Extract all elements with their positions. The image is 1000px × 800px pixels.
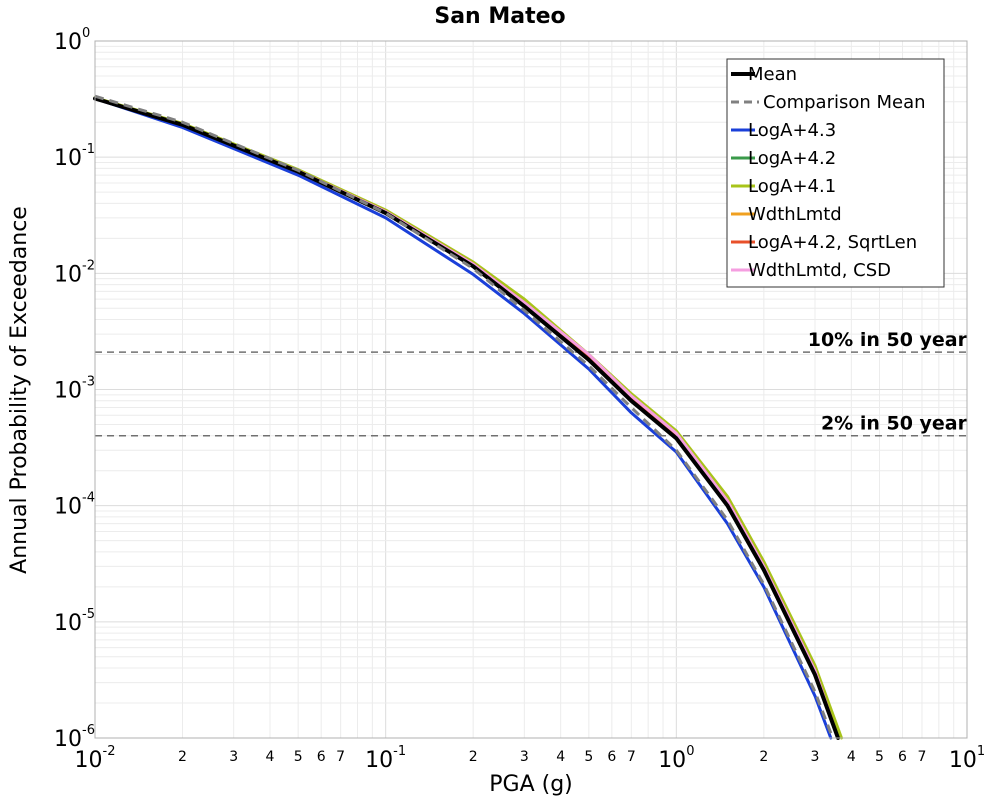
x-tick-label: 101 — [949, 744, 985, 773]
plot-frame — [94, 40, 968, 739]
x-axis-label: PGA (g) — [489, 772, 573, 797]
x-minor-tick-label: 7 — [627, 749, 636, 765]
chart-title: San Mateo — [434, 4, 565, 29]
reference-line-label: 10% in 50 year — [808, 329, 968, 351]
x-minor-tick-label: 4 — [847, 749, 856, 765]
x-minor-tick-label: 2 — [469, 749, 478, 765]
series-line — [94, 94, 835, 739]
x-minor-tick-label: 4 — [556, 749, 565, 765]
y-tick-label: 10-2 — [54, 258, 95, 287]
x-minor-tick-label: 6 — [607, 749, 616, 765]
x-minor-tick-label: 3 — [520, 749, 529, 765]
reference-line-label: 2% in 50 year — [821, 413, 968, 435]
x-minor-tick-label: 6 — [898, 749, 907, 765]
series-line — [93, 97, 833, 740]
legend-box — [726, 58, 945, 288]
x-tick-label: 100 — [658, 744, 694, 773]
x-minor-tick-label: 3 — [229, 749, 238, 765]
y-axis-label: Annual Probability of Exceedance — [7, 206, 32, 574]
x-minor-tick-label: 4 — [266, 749, 275, 765]
y-tick-labels: 100 10-1 10-2 10-3 10-4 10-5 10-6 — [54, 26, 95, 752]
x-tick-label: 10-1 — [365, 744, 406, 773]
legend-entry: LogA+4.3 — [748, 120, 836, 141]
legend: Mean Comparison Mean LogA+4.3 LogA+4.2 LogA+… — [726, 58, 945, 288]
legend-entry: LogA+4.2, SqrtLen — [748, 232, 917, 253]
legend-entry: LogA+4.1 — [748, 176, 836, 197]
y-tick-label: 10-4 — [54, 491, 95, 520]
legend-entry: WdthLmtd — [748, 204, 842, 225]
legend-entry: LogA+4.2 — [748, 148, 836, 169]
x-minor-tick-label: 6 — [317, 749, 326, 765]
legend-entry: WdthLmtd, CSD — [748, 260, 891, 281]
y-tick-label: 10-1 — [54, 142, 95, 171]
reference-lines: 10% in 50 year 2% in 50 year — [95, 329, 968, 437]
y-tick-label: 100 — [54, 26, 90, 55]
y-tick-label: 10-3 — [54, 375, 95, 404]
x-minor-tick-label: 2 — [759, 749, 768, 765]
x-minor-tick-label: 3 — [811, 749, 820, 765]
legend-entry: Comparison Mean — [763, 92, 926, 113]
y-tick-label: 10-5 — [54, 607, 95, 636]
series-layer — [93, 94, 843, 740]
x-minor-tick-label: 2 — [178, 749, 187, 765]
x-minor-tick-label: 5 — [875, 749, 884, 765]
grid — [94, 41, 967, 739]
x-tick-label: 10-2 — [75, 744, 116, 773]
x-minor-tick-label: 5 — [294, 749, 303, 765]
x-minor-tick-label: 5 — [584, 749, 593, 765]
y-tick-label: 10-6 — [54, 723, 95, 752]
x-minor-tick-label: 7 — [918, 749, 927, 765]
legend-entry: Mean — [748, 64, 797, 85]
x-minor-tick-label: 7 — [336, 749, 345, 765]
